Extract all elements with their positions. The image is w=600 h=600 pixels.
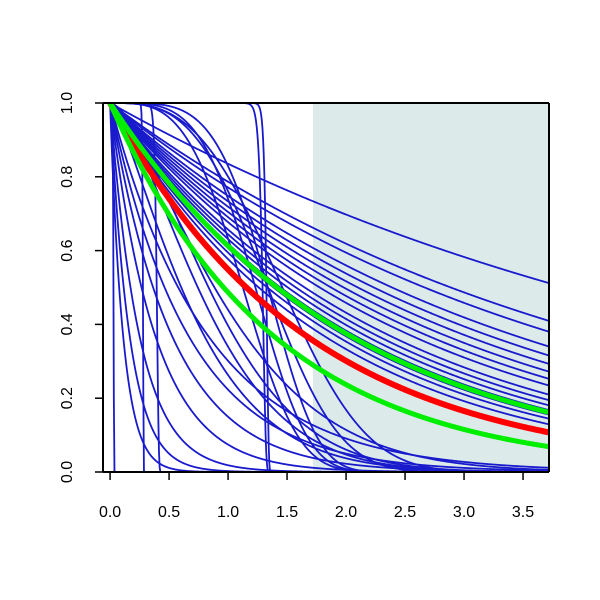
y-tick-label: 1.0 bbox=[59, 92, 76, 114]
y-tick-label: 0.2 bbox=[59, 387, 76, 409]
curve-blue-32 bbox=[109, 103, 549, 472]
y-tick-label: 0.8 bbox=[59, 166, 76, 188]
shaded-region bbox=[313, 103, 549, 472]
curve-blue-4 bbox=[109, 103, 549, 357]
x-tick-label: 1.5 bbox=[276, 504, 298, 521]
curve-blue-6 bbox=[109, 103, 549, 373]
curve-blue-16 bbox=[109, 103, 549, 472]
curve-blue-8 bbox=[109, 103, 549, 387]
curve-green-39 bbox=[107, 103, 549, 450]
curve-blue-7 bbox=[109, 103, 549, 380]
x-tick-label: 3.0 bbox=[453, 504, 475, 521]
curve-blue-9 bbox=[109, 103, 549, 396]
curve-blue-15 bbox=[109, 103, 549, 426]
x-tick-label: 2.0 bbox=[335, 504, 357, 521]
curve-blue-0 bbox=[109, 103, 549, 284]
curve-blue-10 bbox=[109, 103, 549, 402]
curve-green-38 bbox=[107, 103, 549, 415]
curve-blue-11 bbox=[109, 103, 549, 407]
x-tick-label: 3.5 bbox=[512, 504, 534, 521]
curve-blue-3 bbox=[109, 103, 549, 348]
curve-blue-27 bbox=[109, 103, 549, 472]
curve-blue-1 bbox=[109, 103, 549, 322]
x-tick-label: 0.0 bbox=[99, 504, 121, 521]
x-tick-label: 2.5 bbox=[394, 504, 416, 521]
curve-blue-5 bbox=[109, 103, 549, 365]
x-tick-label: 1.0 bbox=[217, 504, 239, 521]
curve-blue-36 bbox=[109, 103, 549, 471]
curve-blue-2 bbox=[109, 103, 549, 333]
y-tick-label: 0.0 bbox=[59, 461, 76, 483]
curve-blue-18 bbox=[109, 103, 549, 472]
y-tick-label: 0.6 bbox=[59, 239, 76, 261]
y-tick-label: 0.4 bbox=[59, 313, 76, 335]
x-tick-label: 0.5 bbox=[158, 504, 180, 521]
axes: 0.0 0.5 1.0 1.5 2.0 2.5 3.0 3.5 0.0 0.2 0.4 0.6 0.8 1… bbox=[59, 92, 550, 521]
curve-red-37 bbox=[107, 103, 549, 436]
curve-blue-14 bbox=[109, 103, 549, 420]
curve-blue-26 bbox=[109, 103, 549, 469]
